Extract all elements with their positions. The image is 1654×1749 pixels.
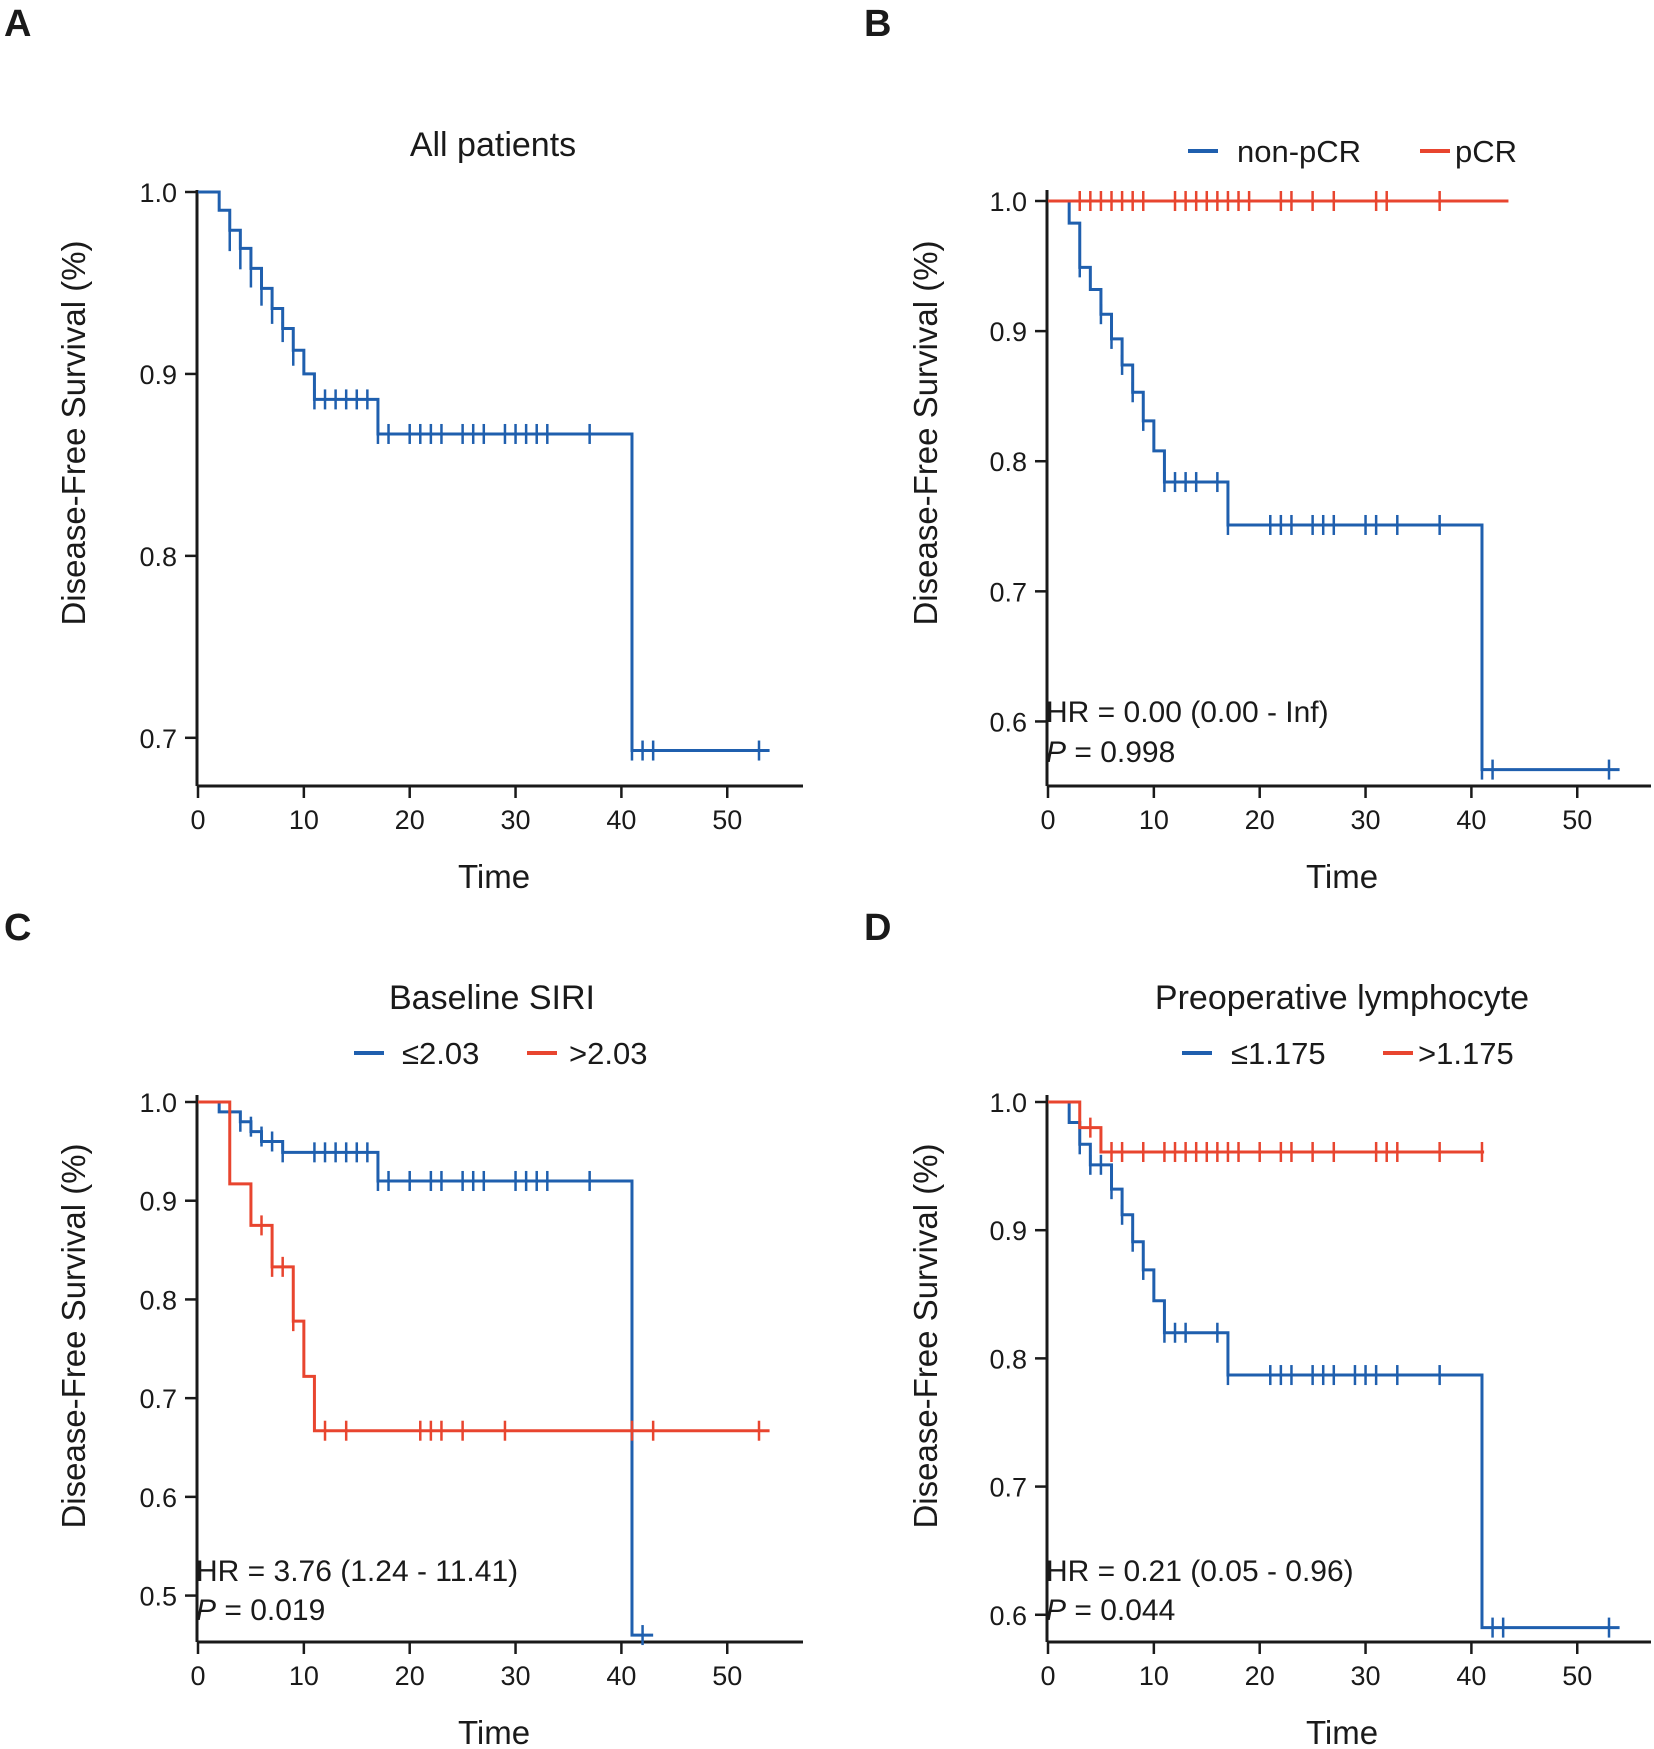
y-tick-label: 1.0 bbox=[989, 1088, 1027, 1118]
x-tick-label: 30 bbox=[1351, 1661, 1381, 1691]
x-tick-label: 0 bbox=[190, 805, 205, 835]
x-tick-label: 0 bbox=[1040, 1661, 1055, 1691]
panel-b-plot: 0.6 0.7 0.8 0.9 1.0 0 10 20 30 40 50 bbox=[989, 187, 1651, 835]
panel-c-hr-annotation: HR = 3.76 (1.24 - 11.41) bbox=[196, 1555, 518, 1588]
y-tick-label: 0.7 bbox=[989, 577, 1027, 607]
x-tick-label: 50 bbox=[1562, 1661, 1592, 1691]
panel-letter-b: B bbox=[864, 3, 891, 45]
x-tick-label: 20 bbox=[1245, 805, 1275, 835]
panel-b-p-value: = 0.998 bbox=[1066, 736, 1175, 769]
x-tick-label: 20 bbox=[395, 1661, 425, 1691]
x-tick-label: 20 bbox=[395, 805, 425, 835]
panel-b-y-axis-label: Disease-Free Survival (%) bbox=[907, 240, 944, 625]
panel-d-title: Preoperative lymphocyte bbox=[1155, 979, 1529, 1017]
panel-d-p-annotation: P = 0.044 bbox=[1046, 1594, 1175, 1627]
panel-c-title: Baseline SIRI bbox=[389, 979, 595, 1017]
y-tick-label: 0.8 bbox=[989, 1344, 1027, 1374]
panel-d-y-axis-label: Disease-Free Survival (%) bbox=[907, 1143, 944, 1528]
legend-label-siri-high: >2.03 bbox=[569, 1036, 647, 1071]
x-tick-label: 10 bbox=[289, 1661, 319, 1691]
x-tick-label: 0 bbox=[1040, 805, 1055, 835]
panel-letter-a: A bbox=[4, 3, 31, 45]
x-tick-label: 40 bbox=[1456, 1661, 1486, 1691]
y-tick-label: 0.8 bbox=[139, 1285, 177, 1315]
x-tick-label: 50 bbox=[712, 805, 742, 835]
x-tick-label: 30 bbox=[1351, 805, 1381, 835]
km-curve-series-1 bbox=[1048, 1100, 1620, 1630]
panel-a-plot: 0.7 0.8 0.9 1.0 0 10 20 30 40 50 bbox=[139, 178, 803, 835]
panel-d-hr-annotation: HR = 0.21 (0.05 - 0.96) bbox=[1046, 1555, 1354, 1588]
x-tick-label: 50 bbox=[712, 1661, 742, 1691]
panel-b-hr-annotation: HR = 0.00 (0.00 - Inf) bbox=[1046, 696, 1329, 729]
panel-d-plot: 0.6 0.7 0.8 0.9 1.0 0 10 20 30 40 50 bbox=[989, 1088, 1651, 1691]
x-tick-label: 10 bbox=[289, 805, 319, 835]
legend-label-non-pcr: non-pCR bbox=[1237, 134, 1361, 169]
panel-letter-d: D bbox=[864, 907, 891, 949]
y-tick-label: 0.7 bbox=[989, 1473, 1027, 1503]
x-tick-label: 40 bbox=[1456, 805, 1486, 835]
legend-label-lymph-low: ≤1.175 bbox=[1231, 1036, 1326, 1071]
y-tick-label: 1.0 bbox=[989, 187, 1027, 217]
y-tick-label: 0.6 bbox=[989, 1601, 1027, 1631]
y-tick-label: 0.8 bbox=[989, 447, 1027, 477]
panel-d-legend: ≤1.175 >1.175 bbox=[1182, 1036, 1514, 1071]
panel-b-x-axis-label: Time bbox=[1306, 858, 1378, 895]
x-tick-label: 40 bbox=[606, 1661, 636, 1691]
panel-d: D Preoperative lymphocyte ≤1.175 >1.175 … bbox=[864, 907, 1651, 1749]
y-tick-label: 0.6 bbox=[139, 1483, 177, 1513]
y-tick-label: 0.5 bbox=[139, 1582, 177, 1612]
panel-b-legend: non-pCR pCR bbox=[1188, 134, 1517, 169]
x-tick-label: 20 bbox=[1245, 1661, 1275, 1691]
panel-b: B non-pCR pCR Disease-Free Survival (%) … bbox=[864, 3, 1651, 895]
y-tick-label: 1.0 bbox=[139, 1088, 177, 1118]
x-tick-label: 50 bbox=[1562, 805, 1592, 835]
panel-a-y-axis-label: Disease-Free Survival (%) bbox=[55, 240, 92, 625]
panel-c-plot: 0.5 0.6 0.7 0.8 0.9 1.0 0 10 20 30 40 50 bbox=[139, 1088, 803, 1691]
x-tick-label: 40 bbox=[606, 805, 636, 835]
x-tick-label: 0 bbox=[190, 1661, 205, 1691]
panel-c: C Baseline SIRI ≤2.03 >2.03 Disease-Free… bbox=[4, 907, 803, 1749]
panel-d-x-axis-label: Time bbox=[1306, 1714, 1378, 1749]
y-tick-label: 0.9 bbox=[989, 1216, 1027, 1246]
panel-letter-c: C bbox=[4, 907, 31, 949]
y-tick-label: 0.6 bbox=[989, 707, 1027, 737]
panel-d-p-value: = 0.044 bbox=[1066, 1594, 1175, 1627]
y-tick-label: 0.9 bbox=[139, 1187, 177, 1217]
y-tick-label: 0.7 bbox=[139, 724, 177, 754]
y-tick-label: 0.8 bbox=[139, 542, 177, 572]
panel-c-x-axis-label: Time bbox=[458, 1714, 530, 1749]
panel-a-title: All patients bbox=[410, 126, 576, 164]
x-tick-label: 10 bbox=[1139, 1661, 1169, 1691]
x-tick-label: 30 bbox=[501, 805, 531, 835]
km-curve-series-2 bbox=[1048, 1100, 1485, 1154]
panel-c-legend: ≤2.03 >2.03 bbox=[354, 1036, 647, 1071]
panel-c-y-axis-label: Disease-Free Survival (%) bbox=[55, 1143, 92, 1528]
y-tick-label: 0.9 bbox=[139, 360, 177, 390]
panel-b-p-annotation: P = 0.998 bbox=[1046, 736, 1175, 769]
x-tick-label: 10 bbox=[1139, 805, 1169, 835]
y-tick-label: 1.0 bbox=[139, 178, 177, 208]
km-curve-series-1 bbox=[1048, 199, 1620, 772]
km-curve-series-1 bbox=[198, 190, 770, 753]
legend-label-siri-low: ≤2.03 bbox=[402, 1036, 479, 1071]
panel-a-x-axis-label: Time bbox=[458, 858, 530, 895]
y-tick-label: 0.9 bbox=[989, 317, 1027, 347]
legend-label-pcr: pCR bbox=[1455, 134, 1517, 169]
x-tick-label: 30 bbox=[501, 1661, 531, 1691]
legend-label-lymph-high: >1.175 bbox=[1418, 1036, 1514, 1071]
panel-c-p-annotation: P = 0.019 bbox=[196, 1594, 325, 1627]
y-tick-label: 0.7 bbox=[139, 1384, 177, 1414]
panel-a: A All patients Disease-Free Survival (%)… bbox=[4, 3, 803, 895]
panel-c-p-value: = 0.019 bbox=[216, 1594, 325, 1627]
